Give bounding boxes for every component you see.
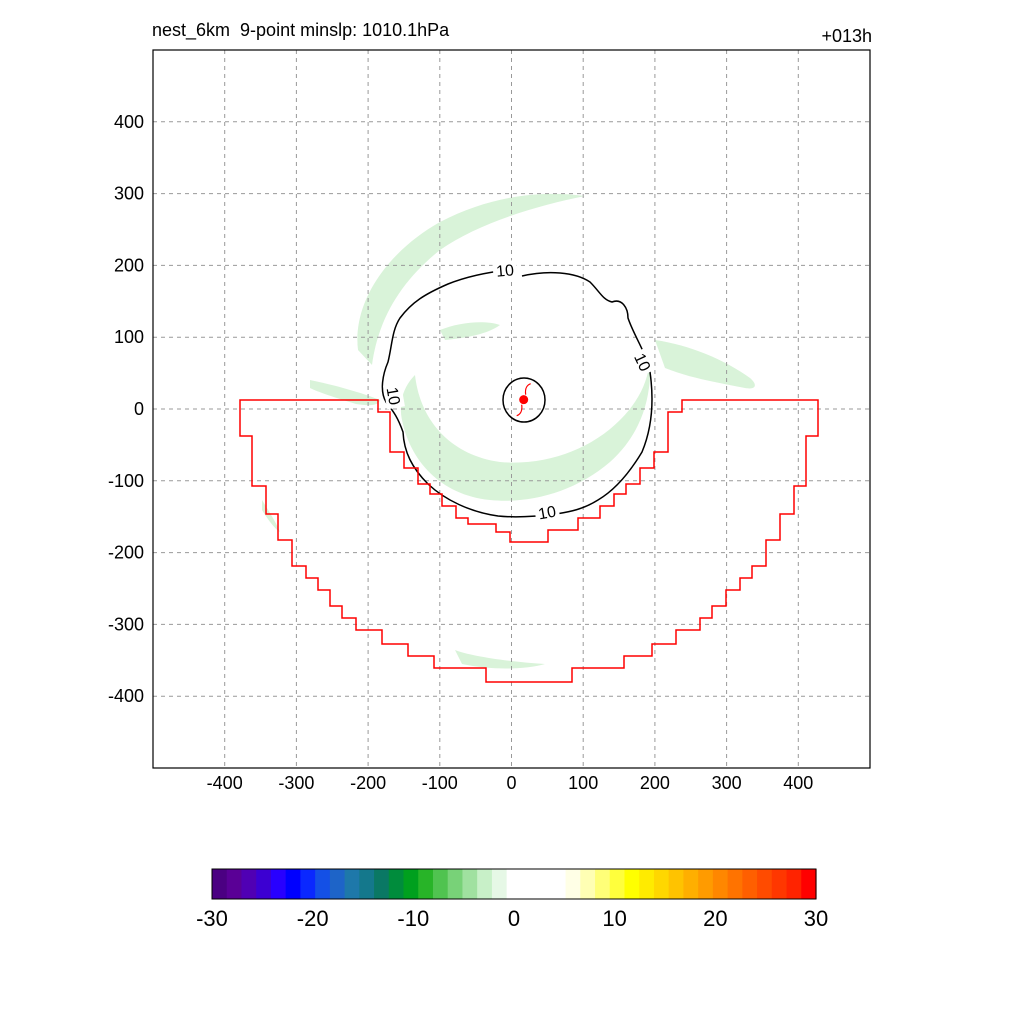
colorbar-segment (801, 869, 817, 899)
y-tick-label: -400 (108, 686, 144, 706)
domain-boundary (239, 399, 819, 683)
x-tick-label: 100 (568, 773, 598, 793)
contour-label: 10 (383, 386, 403, 407)
colorbar-segment (757, 869, 773, 899)
storm-symbol-arm-bottom (516, 404, 523, 417)
grid-lines (153, 50, 870, 768)
colorbar-tick-label: 20 (703, 906, 727, 931)
colorbar-segment (241, 869, 257, 899)
colorbar-segment (212, 869, 228, 899)
colorbar-segment (668, 869, 685, 899)
colorbar-segment (418, 869, 434, 899)
green-shade-region (310, 380, 380, 406)
green-shade-region (400, 360, 651, 501)
colorbar-segment (359, 869, 375, 899)
x-tick-label: 300 (712, 773, 742, 793)
storm-symbol-arm-top (524, 383, 531, 395)
colorbar-segment (447, 869, 464, 899)
y-tick-label: -100 (108, 471, 144, 491)
y-tick-label: 0 (134, 399, 144, 419)
colorbar-segment (683, 869, 699, 899)
y-tick-label: 300 (114, 184, 144, 204)
colorbar-segment (270, 869, 287, 899)
colorbar-segment (315, 869, 331, 899)
colorbar-segment (344, 869, 360, 899)
y-tick-label: 100 (114, 327, 144, 347)
colorbar-segment (388, 869, 405, 899)
y-tick-label: 200 (114, 255, 144, 275)
colorbar-segment (374, 869, 390, 899)
colorbar-segment (300, 869, 316, 899)
colorbar-segment (742, 869, 758, 899)
colorbar-segment (462, 869, 478, 899)
contour-label-bg (383, 382, 405, 410)
contour-label: 10 (496, 262, 515, 280)
y-axis-ticks: 400 300 200 100 0 -100 -200 -300 -400 (108, 112, 144, 706)
y-tick-label: -300 (108, 614, 144, 634)
plot-frame (152, 49, 871, 769)
contour-label-bg (533, 501, 561, 523)
colorbar-segment (580, 869, 596, 899)
colorbar-segment (491, 869, 508, 899)
green-shade-region (440, 322, 500, 340)
colorbar-segment (639, 869, 655, 899)
colorbar-segment (712, 869, 729, 899)
chart-title: nest_6km 9-point minslp: 1010.1hPa (152, 20, 450, 40)
colorbar-segment (771, 869, 788, 899)
colorbar-tick-label: 0 (508, 906, 520, 931)
x-tick-label: 0 (506, 773, 516, 793)
colorbar (211, 868, 817, 900)
x-tick-label: 200 (640, 773, 670, 793)
colorbar-tick-label: -30 (196, 906, 228, 931)
colorbar-segment (329, 869, 346, 899)
green-shade-region (655, 340, 755, 389)
colorbar-segment (285, 869, 301, 899)
x-tick-label: -400 (207, 773, 243, 793)
storm-marker-layer (516, 383, 531, 417)
colorbar-segment (477, 869, 493, 899)
green-shade-region (357, 193, 585, 365)
colorbar-segment (653, 869, 670, 899)
colorbar-segment (432, 869, 449, 899)
contour-label: 10 (630, 351, 653, 374)
colorbar-segment (506, 869, 522, 899)
domain-boundary-layer (239, 399, 819, 683)
colorbar-segment (226, 869, 243, 899)
storm-center-marker (519, 395, 529, 405)
contour-label-bg (492, 259, 518, 281)
colorbar-segment (550, 869, 567, 899)
x-tick-label: -200 (350, 773, 386, 793)
colorbar-tick-label: -10 (397, 906, 429, 931)
contour-layer: 10 10 10 10 (381, 259, 657, 524)
colorbar-segment (536, 869, 552, 899)
colorbar-segment (786, 869, 802, 899)
colorbar-segment (256, 869, 272, 899)
colorbar-segment (595, 869, 611, 899)
contour-line-inner (502, 377, 546, 423)
x-tick-label: -300 (278, 773, 314, 793)
colorbar-segment (698, 869, 714, 899)
x-tick-label: 400 (783, 773, 813, 793)
colorbar-segment (565, 869, 581, 899)
colorbar-segment (609, 869, 626, 899)
y-tick-label: -200 (108, 543, 144, 563)
colorbar-tick-label: 30 (804, 906, 828, 931)
colorbar-frame (211, 868, 817, 900)
colorbar-tick-label: 10 (602, 906, 626, 931)
forecast-hour-label: +013h (821, 26, 872, 46)
colorbar-ticks: -30 -20 -10 0 10 20 30 (196, 906, 828, 931)
green-shade-region (455, 650, 545, 669)
x-axis-ticks: -400 -300 -200 -100 0 100 200 300 400 (207, 773, 814, 793)
contour-label-bg (629, 347, 657, 377)
x-tick-label: -100 (422, 773, 458, 793)
colorbar-segment (521, 869, 537, 899)
green-shading-layer (262, 193, 755, 669)
y-tick-label: 400 (114, 112, 144, 132)
colorbar-segment (403, 869, 419, 899)
colorbar-segment (727, 869, 743, 899)
colorbar-tick-label: -20 (297, 906, 329, 931)
contour-label: 10 (537, 504, 558, 524)
colorbar-segment (624, 869, 640, 899)
